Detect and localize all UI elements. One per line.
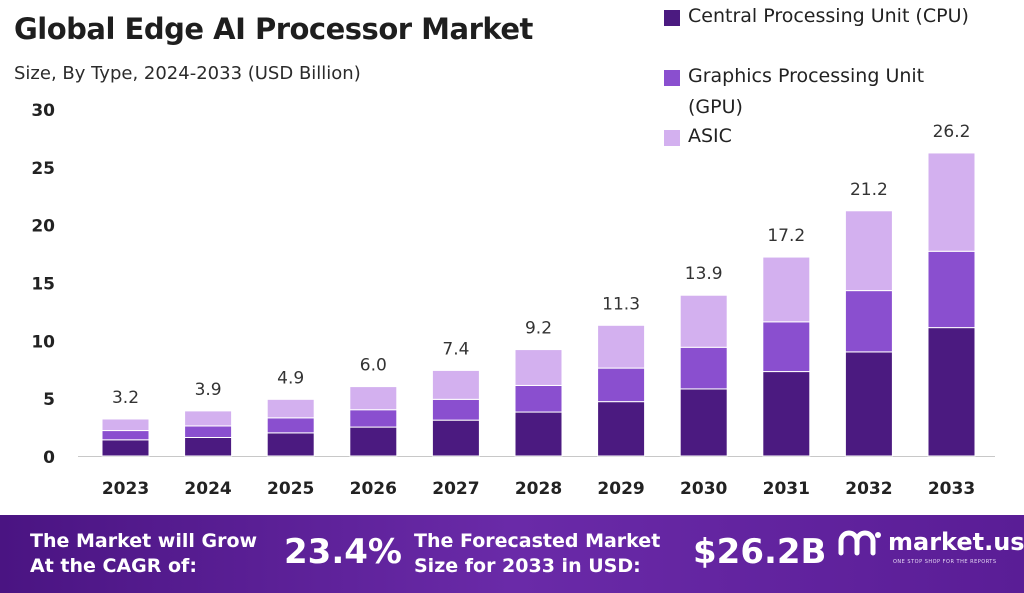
bar-segment-cpu [679, 388, 728, 457]
bar-segment-gpu [184, 425, 233, 438]
x-tick-label: 2029 [597, 479, 644, 499]
x-tick-label: 2033 [928, 479, 975, 499]
bar-total-label: 7.4 [442, 339, 469, 359]
legend-label-asic: ASIC [688, 125, 732, 147]
x-tick-label: 2025 [267, 479, 314, 499]
bar-total-label: 3.2 [112, 388, 139, 408]
x-tick-label: 2032 [845, 479, 892, 499]
bar-segment-cpu [184, 436, 233, 457]
bar-segment-cpu [927, 327, 976, 457]
bar-segment-gpu [266, 417, 315, 434]
bar-segment-gpu [844, 290, 893, 353]
bar-segment-cpu [349, 426, 398, 457]
legend-item-gpu: Graphics Processing Unit (GPU) [664, 65, 978, 123]
bar-total-label: 4.9 [277, 368, 304, 388]
y-tick-label: 30 [31, 101, 55, 121]
bar-total-label: 9.2 [525, 319, 552, 339]
bar-segment-asic [266, 398, 315, 419]
chart-title: Global Edge AI Processor Market [14, 12, 533, 46]
y-tick-label: 0 [43, 448, 55, 468]
x-tick-label: 2027 [432, 479, 479, 499]
cagr-label: The Market will Grow At the CAGR of: [30, 529, 257, 579]
bar-segment-cpu [431, 419, 480, 457]
bar-segment-asic [101, 418, 150, 432]
bar-segment-cpu [762, 371, 811, 457]
bar-segment-gpu [762, 321, 811, 373]
bar-segment-asic [514, 349, 563, 386]
bar-segment-gpu [514, 384, 563, 413]
bar-segment-gpu [349, 409, 398, 428]
chart-subtitle: Size, By Type, 2024-2033 (USD Billion) [14, 63, 361, 84]
y-tick-label: 15 [31, 275, 55, 295]
bar-segment-asic [927, 152, 976, 252]
bar-segment-gpu [431, 398, 480, 421]
cagr-value: 23.4% [284, 532, 402, 572]
x-tick-label: 2024 [184, 479, 231, 499]
brand-logo: market.us [838, 527, 1024, 557]
legend-swatch-asic [664, 130, 680, 146]
bar-segment-cpu [597, 401, 646, 457]
bar-segment-asic [431, 369, 480, 400]
cagr-label-line1: The Market will Grow [30, 530, 258, 552]
x-tick-label: 2023 [102, 479, 149, 499]
bar-segment-asic [844, 210, 893, 292]
bar-total-label: 17.2 [767, 226, 805, 246]
forecast-label: The Forecasted Market Size for 2033 in U… [414, 529, 660, 579]
bar-segment-cpu [514, 411, 563, 457]
bar-total-label: 3.9 [195, 380, 222, 400]
x-tick-label: 2030 [680, 479, 727, 499]
stacked-bar-chart: 0510152025303.220233.920244.920256.02026… [31, 101, 995, 499]
bar-segment-cpu [101, 439, 150, 457]
bar-segment-asic [762, 256, 811, 323]
forecast-label-line2: Size for 2033 in USD: [414, 555, 641, 577]
legend-swatch-cpu [664, 10, 680, 26]
legend-swatch-gpu [664, 70, 680, 86]
legend-item-cpu: Central Processing Unit (CPU) [664, 5, 1008, 32]
y-tick-label: 25 [31, 159, 55, 179]
forecast-label-line1: The Forecasted Market [414, 530, 661, 552]
y-tick-label: 10 [31, 332, 55, 352]
bar-total-label: 26.2 [933, 122, 971, 142]
x-tick-label: 2031 [763, 479, 810, 499]
bar-segment-cpu [266, 432, 315, 457]
legend-item-asic: ASIC [664, 125, 1008, 152]
forecast-value: $26.2B [693, 532, 827, 572]
brand-name: market.us [888, 528, 1024, 556]
y-tick-label: 5 [43, 390, 55, 410]
bar-segment-cpu [844, 351, 893, 457]
bar-segment-gpu [597, 367, 646, 403]
bar-total-label: 6.0 [360, 356, 387, 376]
bar-segment-asic [349, 386, 398, 411]
bar-segment-gpu [101, 430, 150, 441]
bar-total-label: 11.3 [602, 294, 640, 314]
legend-label-cpu: Central Processing Unit (CPU) [688, 5, 969, 27]
x-tick-label: 2028 [515, 479, 562, 499]
footer-banner [0, 515, 1024, 593]
x-tick-label: 2026 [350, 479, 397, 499]
bar-segment-asic [597, 324, 646, 369]
bar-segment-asic [184, 410, 233, 427]
bar-segment-asic [679, 294, 728, 348]
bar-segment-gpu [679, 346, 728, 390]
cagr-label-line2: At the CAGR of: [30, 555, 197, 577]
bar-segment-gpu [927, 250, 976, 329]
brand-tagline: ONE STOP SHOP FOR THE REPORTS [893, 559, 997, 565]
bar-total-label: 21.2 [850, 180, 888, 200]
bar-total-label: 13.9 [685, 264, 723, 284]
y-tick-label: 20 [31, 217, 55, 237]
market-us-logo-icon [838, 530, 881, 556]
legend-label-gpu: Graphics Processing Unit (GPU) [688, 65, 925, 118]
